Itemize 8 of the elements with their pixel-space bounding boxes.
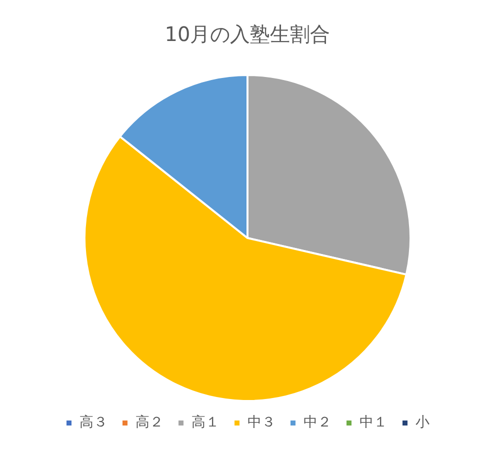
legend-label: 高２ (136, 414, 164, 431)
legend-label: 高１ (192, 414, 220, 431)
legend-label: 小 (416, 414, 430, 431)
chart-title: 10月の入塾生割合 (164, 22, 330, 46)
legend-label: 中１ (360, 414, 388, 431)
legend-label: 中２ (304, 414, 332, 431)
legend-label: 中３ (248, 414, 276, 431)
legend-label: 高３ (80, 414, 108, 431)
